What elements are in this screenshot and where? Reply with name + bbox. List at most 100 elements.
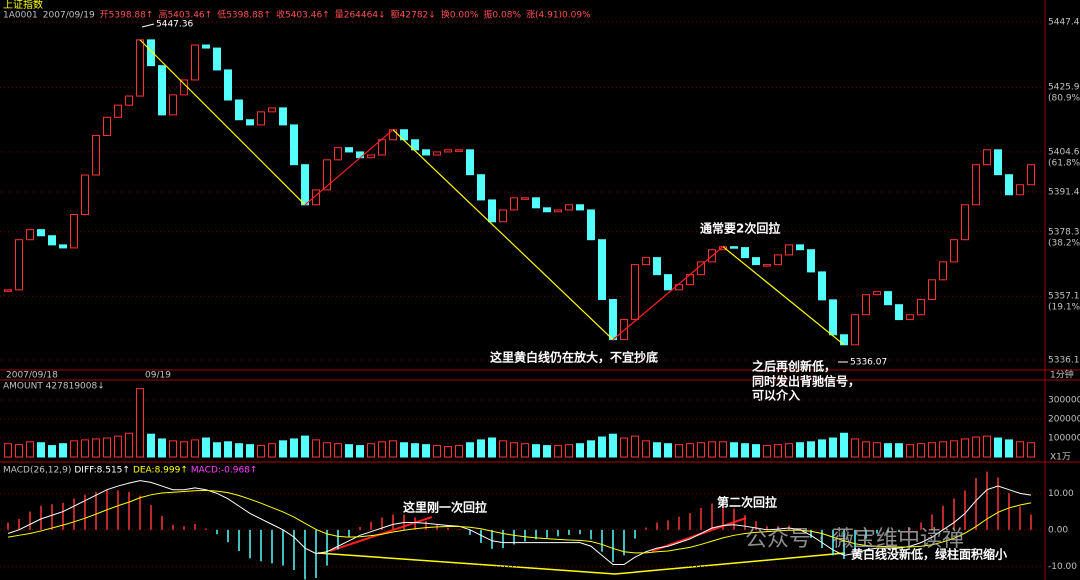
volume-bar [455,445,463,458]
annotation: 这里黄白线仍在放大，不宜抄底 [490,350,658,365]
volume-bar [499,440,507,458]
volume-bar [862,441,870,458]
candle [939,261,947,281]
volume-bar [345,444,353,458]
volume-bar [114,435,122,458]
volume-bar [202,437,210,458]
trend-line [139,39,306,206]
volume-bar [620,437,628,458]
candle [59,244,67,249]
header-info: 换0.00% [441,9,479,21]
candle [4,289,12,292]
trend-line [392,129,614,341]
volume-bar [356,445,364,458]
candle [851,314,859,346]
y-tick-label: 5336.1 [1048,355,1080,365]
candle [136,39,144,97]
candle [235,99,243,121]
volume-bar [378,441,386,458]
volume-bar [994,437,1002,458]
annotation: 通常要2次回拉 [700,221,780,236]
candle [598,239,606,301]
candle [642,257,650,266]
annotation: 同时发出背驰信号， [752,374,860,389]
candle [268,107,276,113]
volume-bar [598,436,606,458]
candle [345,147,353,153]
volume-bar [763,445,771,458]
volume-bar [477,439,485,458]
volume-bar [796,442,804,458]
annotation: 这里刚一次回拉 [403,500,487,515]
y-tick-label: 5357.1 [1048,292,1080,302]
candle [609,299,617,341]
candle [917,299,925,316]
candle [807,249,815,273]
volume-bar [642,440,650,458]
volume-bar [466,442,474,458]
macd-title: DEA:8.999↑ [133,466,188,476]
volume-bar [488,437,496,458]
volume-bar [400,442,408,458]
volume-bar [961,438,969,458]
volume-bar [246,444,254,458]
candle [994,149,1002,176]
volume-bar [950,440,958,458]
header-info: 低5398.88↑ [217,9,271,21]
volume-bar [158,438,166,458]
candle [48,235,56,246]
volume-bar [884,443,892,458]
annotation: 第二次回拉 [717,495,777,510]
header-info: 涨(4.91)0.09% [526,10,591,21]
candle [246,119,254,126]
volume-bar [653,442,661,458]
volume-bar [1027,442,1035,458]
volume-bar [312,439,320,458]
volume-bar [521,443,529,458]
volume-bar [367,443,375,458]
volume-bar [719,441,727,458]
volume-bar [147,433,155,458]
dif-line [7,480,1032,565]
macd-title: MACD(26,12,9) [3,466,71,476]
ratio-label: (80.9%) [1048,94,1080,104]
volume-bar [422,444,430,458]
candle [631,264,639,321]
candle [532,197,540,209]
candle [444,149,452,153]
candle [1016,184,1024,196]
annotation: 之后再创新低， [752,359,836,374]
y-tick-label: 200000 [1048,415,1080,425]
candle [169,94,177,116]
volume-bar [290,438,298,458]
volume-bar [92,438,100,458]
candle [543,207,551,213]
candle [1027,164,1035,186]
candle [873,291,881,296]
candle [125,95,133,106]
candle [290,124,298,166]
trend-line [612,246,724,341]
y-tick-label: 5425.9 [1048,83,1080,93]
y-tick-label: 5404.6 [1048,147,1080,157]
header-info: 开5398.88↑ [100,10,154,21]
candle [466,149,474,176]
volume-bar [15,444,23,458]
y-tick-label: 10.00 [1048,489,1074,499]
volume-bar [818,439,826,458]
candle [554,209,562,213]
candle [477,174,485,201]
volume-bar [169,440,177,458]
header-info: 1A0001 [3,11,38,21]
candle [961,204,969,241]
volume-bar [730,442,738,458]
volume-bar [213,442,221,458]
macd-title: DIFF:8.515↑ [74,466,130,476]
volume-bar [1005,439,1013,458]
candle [752,257,760,266]
volume-bar [191,439,199,458]
volume-bar [972,436,980,458]
candle [114,104,122,118]
volume-bar [510,442,518,458]
